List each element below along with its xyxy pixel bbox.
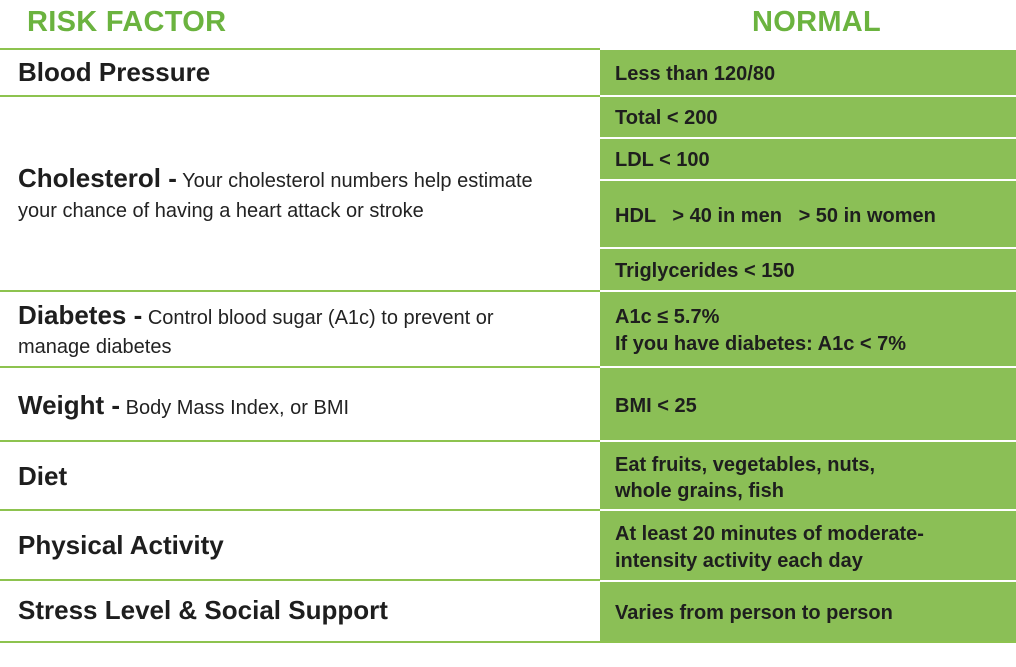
cholesterol-desc-line2: your chance of having a heart attack or … xyxy=(18,200,424,222)
diet-normal-line2: whole grains, fish xyxy=(615,480,784,502)
physical-activity-label: Physical Activity xyxy=(18,530,224,560)
divider xyxy=(600,95,1016,97)
header-normal: NORMAL xyxy=(752,6,882,38)
stress-label: Stress Level & Social Support xyxy=(18,595,388,625)
divider xyxy=(600,247,1016,249)
weight-label: Weight - Body Mass Index, or BMI xyxy=(18,390,350,420)
divider xyxy=(0,290,600,292)
divider xyxy=(0,641,1016,643)
divider xyxy=(0,440,600,442)
diabetes-label: Diabetes - Control blood sugar (A1c) to … xyxy=(18,300,494,330)
stress-normal: Varies from person to person xyxy=(615,602,893,624)
divider xyxy=(0,366,600,368)
diet-label: Diet xyxy=(18,461,68,491)
weight-normal: BMI < 25 xyxy=(615,395,697,417)
blood-pressure-label: Blood Pressure xyxy=(18,57,211,87)
blood-pressure-normal: Less than 120/80 xyxy=(615,63,776,85)
divider xyxy=(0,509,600,511)
cholesterol-trig-normal: Triglycerides < 150 xyxy=(615,260,795,282)
divider xyxy=(600,366,1016,368)
diabetes-normal-line1: A1c ≤ 5.7% xyxy=(615,306,720,328)
divider xyxy=(600,509,1016,511)
divider xyxy=(600,179,1016,181)
divider xyxy=(0,579,600,581)
physical-normal-line2: intensity activity each day xyxy=(615,550,863,572)
cholesterol-total-normal: Total < 200 xyxy=(615,107,718,129)
divider xyxy=(600,290,1016,292)
divider xyxy=(600,440,1016,442)
diet-normal-line1: Eat fruits, vegetables, nuts, xyxy=(615,454,876,476)
divider xyxy=(0,48,600,50)
normal-column-bg xyxy=(600,50,1016,642)
diabetes-desc-line2: manage diabetes xyxy=(18,336,172,358)
header-risk-factor: RISK FACTOR xyxy=(27,6,227,38)
physical-normal-line1: At least 20 minutes of moderate- xyxy=(615,523,924,545)
divider xyxy=(600,137,1016,139)
cholesterol-hdl-normal: HDL > 40 in men > 50 in women xyxy=(615,205,936,227)
diabetes-normal-line2: If you have diabetes: A1c < 7% xyxy=(615,333,907,355)
divider xyxy=(0,95,600,97)
divider xyxy=(600,580,1016,582)
cholesterol-ldl-normal: LDL < 100 xyxy=(615,149,710,171)
cholesterol-label: Cholesterol - Your cholesterol numbers h… xyxy=(18,163,533,193)
